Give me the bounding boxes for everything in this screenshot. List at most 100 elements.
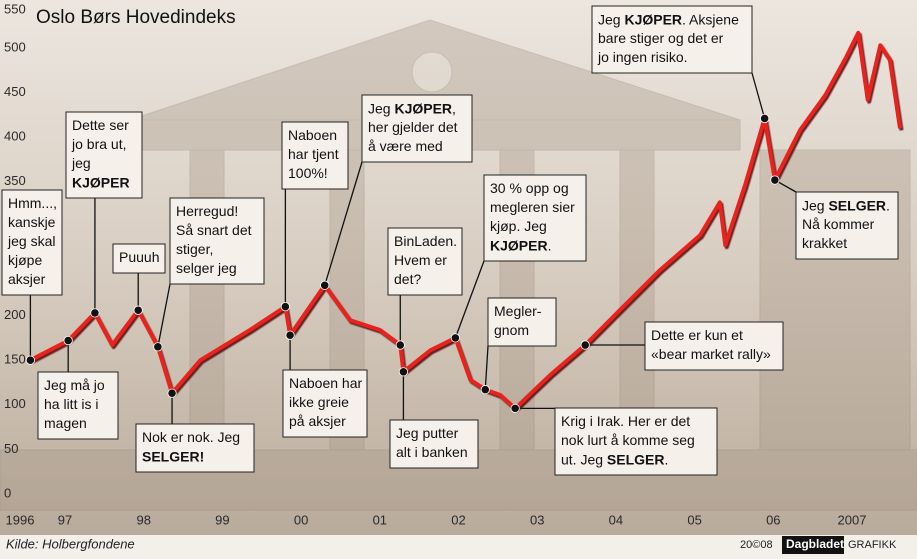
annotation-box bbox=[1, 189, 63, 296]
annotation-box bbox=[554, 407, 718, 476]
annotation-text: Jeg KJØPER. Aksjene bbox=[598, 11, 739, 27]
annotation-text: KJØPER. bbox=[490, 237, 551, 253]
annotation-text: megleren sier bbox=[490, 199, 575, 215]
annotation-text: krakket bbox=[802, 235, 847, 251]
annotation-run: , bbox=[452, 100, 456, 116]
annotation-text: KJØPER bbox=[72, 174, 130, 190]
x-tick-label: 04 bbox=[609, 512, 623, 527]
annotation-box bbox=[387, 227, 463, 296]
annotation-box bbox=[135, 423, 255, 473]
annotation-point bbox=[450, 333, 460, 343]
annotation-text: nok lurt å komme seg bbox=[561, 432, 695, 448]
annotation-text: Naboen har bbox=[289, 375, 363, 391]
annotation-point bbox=[510, 403, 520, 413]
annotation-text: BinLaden. bbox=[394, 233, 457, 249]
annotation-point bbox=[167, 388, 177, 398]
annotation-text: har tjent bbox=[288, 146, 339, 162]
annotation-run: SELGER! bbox=[142, 448, 204, 464]
annotation-text: jo ingen risiko. bbox=[597, 49, 688, 65]
x-tick-label: 2007 bbox=[838, 512, 867, 527]
y-tick-label: 350 bbox=[4, 173, 26, 188]
y-tick-label: 150 bbox=[4, 352, 26, 367]
annotation-box bbox=[644, 321, 784, 371]
annotation-text: stiger, bbox=[176, 241, 213, 257]
leader-line bbox=[484, 345, 489, 390]
column bbox=[189, 149, 225, 451]
annotation-box bbox=[169, 197, 265, 285]
brand-box bbox=[782, 536, 844, 554]
annotation-text: ut. Jeg SELGER. bbox=[561, 451, 668, 467]
annotation-text: Jeg putter bbox=[396, 425, 459, 441]
annotation-box bbox=[281, 121, 349, 190]
annotation-point bbox=[153, 342, 163, 352]
annotation-point bbox=[480, 385, 490, 395]
annotation-text: det? bbox=[394, 271, 421, 287]
annotation-point bbox=[398, 367, 409, 377]
y-tick-label: 400 bbox=[4, 129, 26, 144]
annotation-point bbox=[25, 355, 35, 365]
annotation-box bbox=[112, 243, 166, 274]
leader-line bbox=[454, 260, 485, 339]
annotation-point bbox=[580, 340, 590, 350]
annotation-text: 100%! bbox=[288, 165, 328, 181]
annotations: Hmm..., kanskje jeg skal kjøpe aksjer Jeg må … bbox=[1, 5, 899, 476]
annotation-text: aksjer bbox=[8, 271, 46, 287]
annotation-text: alt i banken bbox=[396, 444, 468, 460]
annotation-box bbox=[65, 111, 143, 199]
annotation-text: kjøp. Jeg bbox=[490, 218, 547, 234]
annotation-run: . bbox=[886, 197, 890, 213]
annotation-text: «bear market rally» bbox=[651, 346, 771, 362]
annotation-point bbox=[285, 330, 295, 340]
annotation-text: jeg bbox=[71, 155, 91, 171]
x-tick-label: 97 bbox=[58, 512, 72, 527]
annotation-box bbox=[795, 191, 899, 260]
annotation-run: Jeg bbox=[802, 197, 828, 213]
annotation-text: ha litt is i bbox=[44, 396, 98, 412]
annotation-text: Hvem er bbox=[394, 252, 447, 268]
x-tick-label: 99 bbox=[215, 512, 229, 527]
annotation-text: Så snart det bbox=[176, 222, 252, 238]
annotation-text: her gjelder det bbox=[368, 119, 458, 135]
y-tick-label: 50 bbox=[4, 441, 18, 456]
chart-title: Oslo Børs Hovedindeks bbox=[36, 7, 236, 28]
annotation-text: på aksjer bbox=[289, 413, 346, 429]
x-tick-label: 06 bbox=[766, 512, 780, 527]
clock bbox=[411, 51, 453, 93]
annotation-run: KJØPER bbox=[490, 237, 548, 253]
annotation-box bbox=[361, 94, 473, 163]
y-tick-label: 200 bbox=[4, 307, 26, 322]
credit: 20©08 bbox=[740, 539, 773, 551]
annotation-point bbox=[90, 308, 100, 318]
annotation-run: SELGER bbox=[607, 451, 665, 467]
y-tick-label: 100 bbox=[4, 396, 26, 411]
leader-line bbox=[324, 161, 363, 286]
annotation-text: jo bra ut, bbox=[71, 136, 126, 152]
annotation-run: . Aksjene bbox=[682, 11, 739, 27]
annotation-text: Krig i Irak. Her er det bbox=[561, 413, 690, 429]
annotation-text: SELGER! bbox=[142, 448, 204, 464]
column bbox=[619, 149, 655, 451]
brand: Dagbladet bbox=[786, 537, 844, 551]
annotation-point bbox=[320, 280, 330, 290]
annotation-text: Jeg SELGER. bbox=[802, 197, 890, 213]
annotation-run: Jeg bbox=[368, 100, 394, 116]
annotation-run: ut. Jeg bbox=[561, 451, 607, 467]
annotation-point bbox=[63, 335, 73, 346]
annotation-text: Hmm..., bbox=[8, 195, 57, 211]
y-tick-label: 550 bbox=[4, 1, 26, 16]
annotation-text: Jeg må jo bbox=[44, 377, 105, 393]
annotation-box bbox=[591, 5, 753, 74]
annotation-text: Puuuh bbox=[119, 249, 159, 265]
annotation-box bbox=[483, 174, 587, 262]
annotation-run: . bbox=[548, 237, 552, 253]
annotation-point bbox=[770, 175, 780, 185]
x-tick-label: 1996 bbox=[6, 512, 35, 527]
annotation-text: Jeg KJØPER, bbox=[368, 100, 456, 116]
source: Kilde: Holbergfondene bbox=[6, 536, 135, 551]
leader-line bbox=[751, 72, 766, 119]
annotation-text: jeg skal bbox=[7, 233, 55, 249]
annotation-point bbox=[280, 302, 290, 312]
annotation-text: ikke greie bbox=[289, 394, 349, 410]
annotation-text: Naboen bbox=[288, 127, 337, 143]
